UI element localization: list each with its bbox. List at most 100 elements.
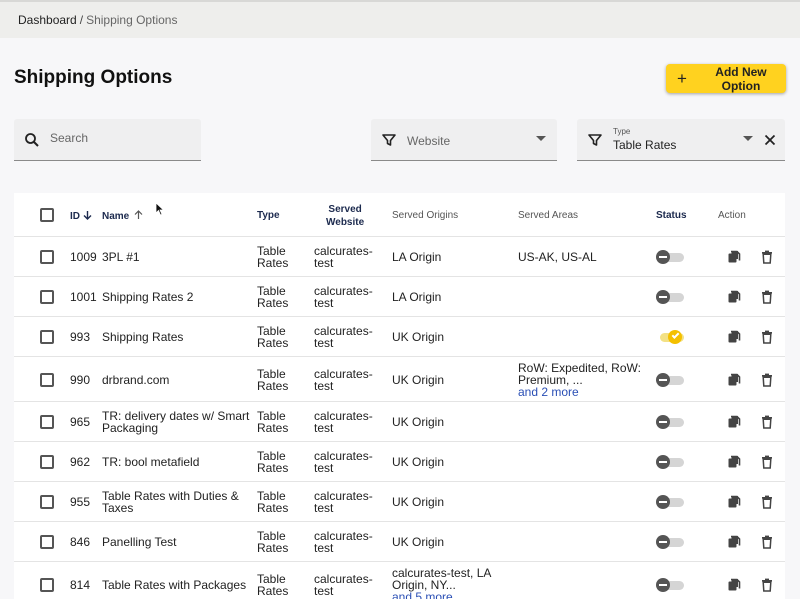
table-row[interactable]: 846 Panelling Test Table Rates calcurates-te…: [14, 522, 785, 562]
row-served-website: calcurates-test: [314, 409, 373, 435]
row-type: Table Rates: [257, 449, 289, 475]
row-served-origins: UK Origin: [392, 373, 445, 387]
row-checkbox[interactable]: [40, 577, 54, 592]
status-toggle[interactable]: [656, 288, 684, 306]
chevron-down-icon[interactable]: [743, 136, 753, 141]
row-checkbox[interactable]: [40, 290, 54, 304]
header-served-origins: Served Origins: [392, 210, 459, 221]
row-id: 993: [70, 330, 91, 344]
row-name[interactable]: drbrand.com: [102, 373, 170, 387]
origins-more-link[interactable]: and 5 more: [392, 590, 453, 599]
breadcrumb-dashboard[interactable]: Dashboard: [18, 13, 77, 27]
row-checkbox[interactable]: [40, 250, 54, 264]
row-name[interactable]: Table Rates with Duties & Taxes: [102, 489, 239, 515]
header-name[interactable]: Name: [102, 210, 143, 222]
trash-icon[interactable]: [760, 330, 774, 344]
row-checkbox[interactable]: [40, 455, 54, 469]
mouse-cursor-icon: [155, 202, 165, 216]
row-served-origins: LA Origin: [392, 250, 442, 264]
trash-icon[interactable]: [760, 415, 774, 429]
row-served-areas: RoW: Expedited, RoW: Premium, ... and 2 mo…: [518, 361, 641, 399]
search-icon: [25, 133, 39, 147]
row-served-website: calcurates-test: [314, 529, 373, 555]
header-status[interactable]: Status: [656, 210, 687, 221]
chevron-down-icon[interactable]: [536, 136, 546, 141]
row-id: 962: [70, 455, 91, 469]
row-name[interactable]: Shipping Rates: [102, 330, 184, 344]
trash-icon[interactable]: [760, 455, 774, 469]
trash-icon[interactable]: [760, 373, 774, 387]
copy-icon[interactable]: [727, 455, 741, 469]
table-row[interactable]: 955 Table Rates with Duties & Taxes Table Ra…: [14, 482, 785, 522]
row-served-website: calcurates-test: [314, 449, 373, 475]
status-toggle[interactable]: [656, 493, 684, 511]
row-served-origins: UK Origin: [392, 495, 445, 509]
row-name[interactable]: Table Rates with Packages: [102, 578, 247, 592]
row-served-website: calcurates-test: [314, 284, 373, 310]
row-served-origins: UK Origin: [392, 535, 445, 549]
status-toggle[interactable]: [656, 248, 684, 266]
header-type[interactable]: Type: [257, 210, 280, 221]
add-new-option-button[interactable]: + Add New Option: [666, 64, 786, 93]
copy-icon[interactable]: [727, 535, 741, 549]
trash-icon[interactable]: [760, 578, 774, 592]
row-type: Table Rates: [257, 572, 289, 598]
row-name[interactable]: 3PL #1: [102, 250, 140, 264]
table-row[interactable]: 962 TR: bool metafield Table Rates calcurate…: [14, 442, 785, 482]
select-all-checkbox[interactable]: [40, 208, 54, 222]
close-icon[interactable]: [762, 132, 778, 148]
copy-icon[interactable]: [727, 250, 741, 264]
row-served-website: calcurates-test: [314, 489, 373, 515]
row-id: 1001: [70, 290, 97, 304]
table-row[interactable]: 1001 Shipping Rates 2 Table Rates calcurates…: [14, 277, 785, 317]
website-filter[interactable]: Website: [371, 119, 557, 161]
row-id: 965: [70, 415, 91, 429]
row-id: 814: [70, 578, 91, 592]
status-toggle[interactable]: [656, 371, 684, 389]
trash-icon[interactable]: [760, 250, 774, 264]
row-checkbox[interactable]: [40, 415, 54, 429]
table-row[interactable]: 990 drbrand.com Table Rates calcurates-test U…: [14, 357, 785, 402]
areas-more-link[interactable]: and 2 more: [518, 385, 579, 399]
search-input[interactable]: [50, 131, 195, 145]
table-row[interactable]: 1009 3PL #1 Table Rates calcurates-test LA Or…: [14, 237, 785, 277]
row-checkbox[interactable]: [40, 535, 54, 549]
header-id[interactable]: ID: [70, 210, 92, 222]
row-checkbox[interactable]: [40, 372, 54, 387]
breadcrumb-separator: /: [79, 13, 84, 27]
header-served-website[interactable]: Served Website: [326, 204, 365, 228]
search-field[interactable]: [14, 119, 201, 161]
row-name[interactable]: TR: bool metafield: [102, 455, 200, 469]
copy-icon[interactable]: [727, 290, 741, 304]
status-toggle[interactable]: [656, 533, 684, 551]
row-name[interactable]: Shipping Rates 2: [102, 290, 194, 304]
row-name[interactable]: Panelling Test: [102, 535, 177, 549]
copy-icon[interactable]: [727, 578, 741, 592]
trash-icon[interactable]: [760, 290, 774, 304]
row-name[interactable]: TR: delivery dates w/ Smart Packaging: [102, 409, 250, 435]
website-filter-placeholder: Website: [407, 134, 451, 148]
table-row[interactable]: 993 Shipping Rates Table Rates calcurates-te…: [14, 317, 785, 357]
row-type: Table Rates: [257, 324, 289, 350]
row-checkbox[interactable]: [40, 495, 54, 509]
row-type: Table Rates: [257, 284, 289, 310]
status-toggle[interactable]: [656, 576, 684, 594]
table-row[interactable]: 965 TR: delivery dates w/ Smart Packaging T…: [14, 402, 785, 442]
row-checkbox[interactable]: [40, 330, 54, 344]
trash-icon[interactable]: [760, 535, 774, 549]
copy-icon[interactable]: [727, 495, 741, 509]
status-toggle[interactable]: [656, 328, 684, 346]
copy-icon[interactable]: [727, 373, 741, 387]
row-served-website: calcurates-test: [314, 244, 373, 270]
copy-icon[interactable]: [727, 415, 741, 429]
table-row[interactable]: 814 Table Rates with Packages Table Rates ca…: [14, 562, 785, 599]
row-id: 955: [70, 495, 91, 509]
copy-icon[interactable]: [727, 330, 741, 344]
type-filter[interactable]: Type Table Rates: [577, 119, 785, 161]
status-toggle[interactable]: [656, 413, 684, 431]
row-id: 990: [70, 373, 91, 387]
trash-icon[interactable]: [760, 495, 774, 509]
arrow-down-icon: [83, 211, 92, 220]
add-new-option-label: Add New Option: [715, 64, 767, 93]
status-toggle[interactable]: [656, 453, 684, 471]
